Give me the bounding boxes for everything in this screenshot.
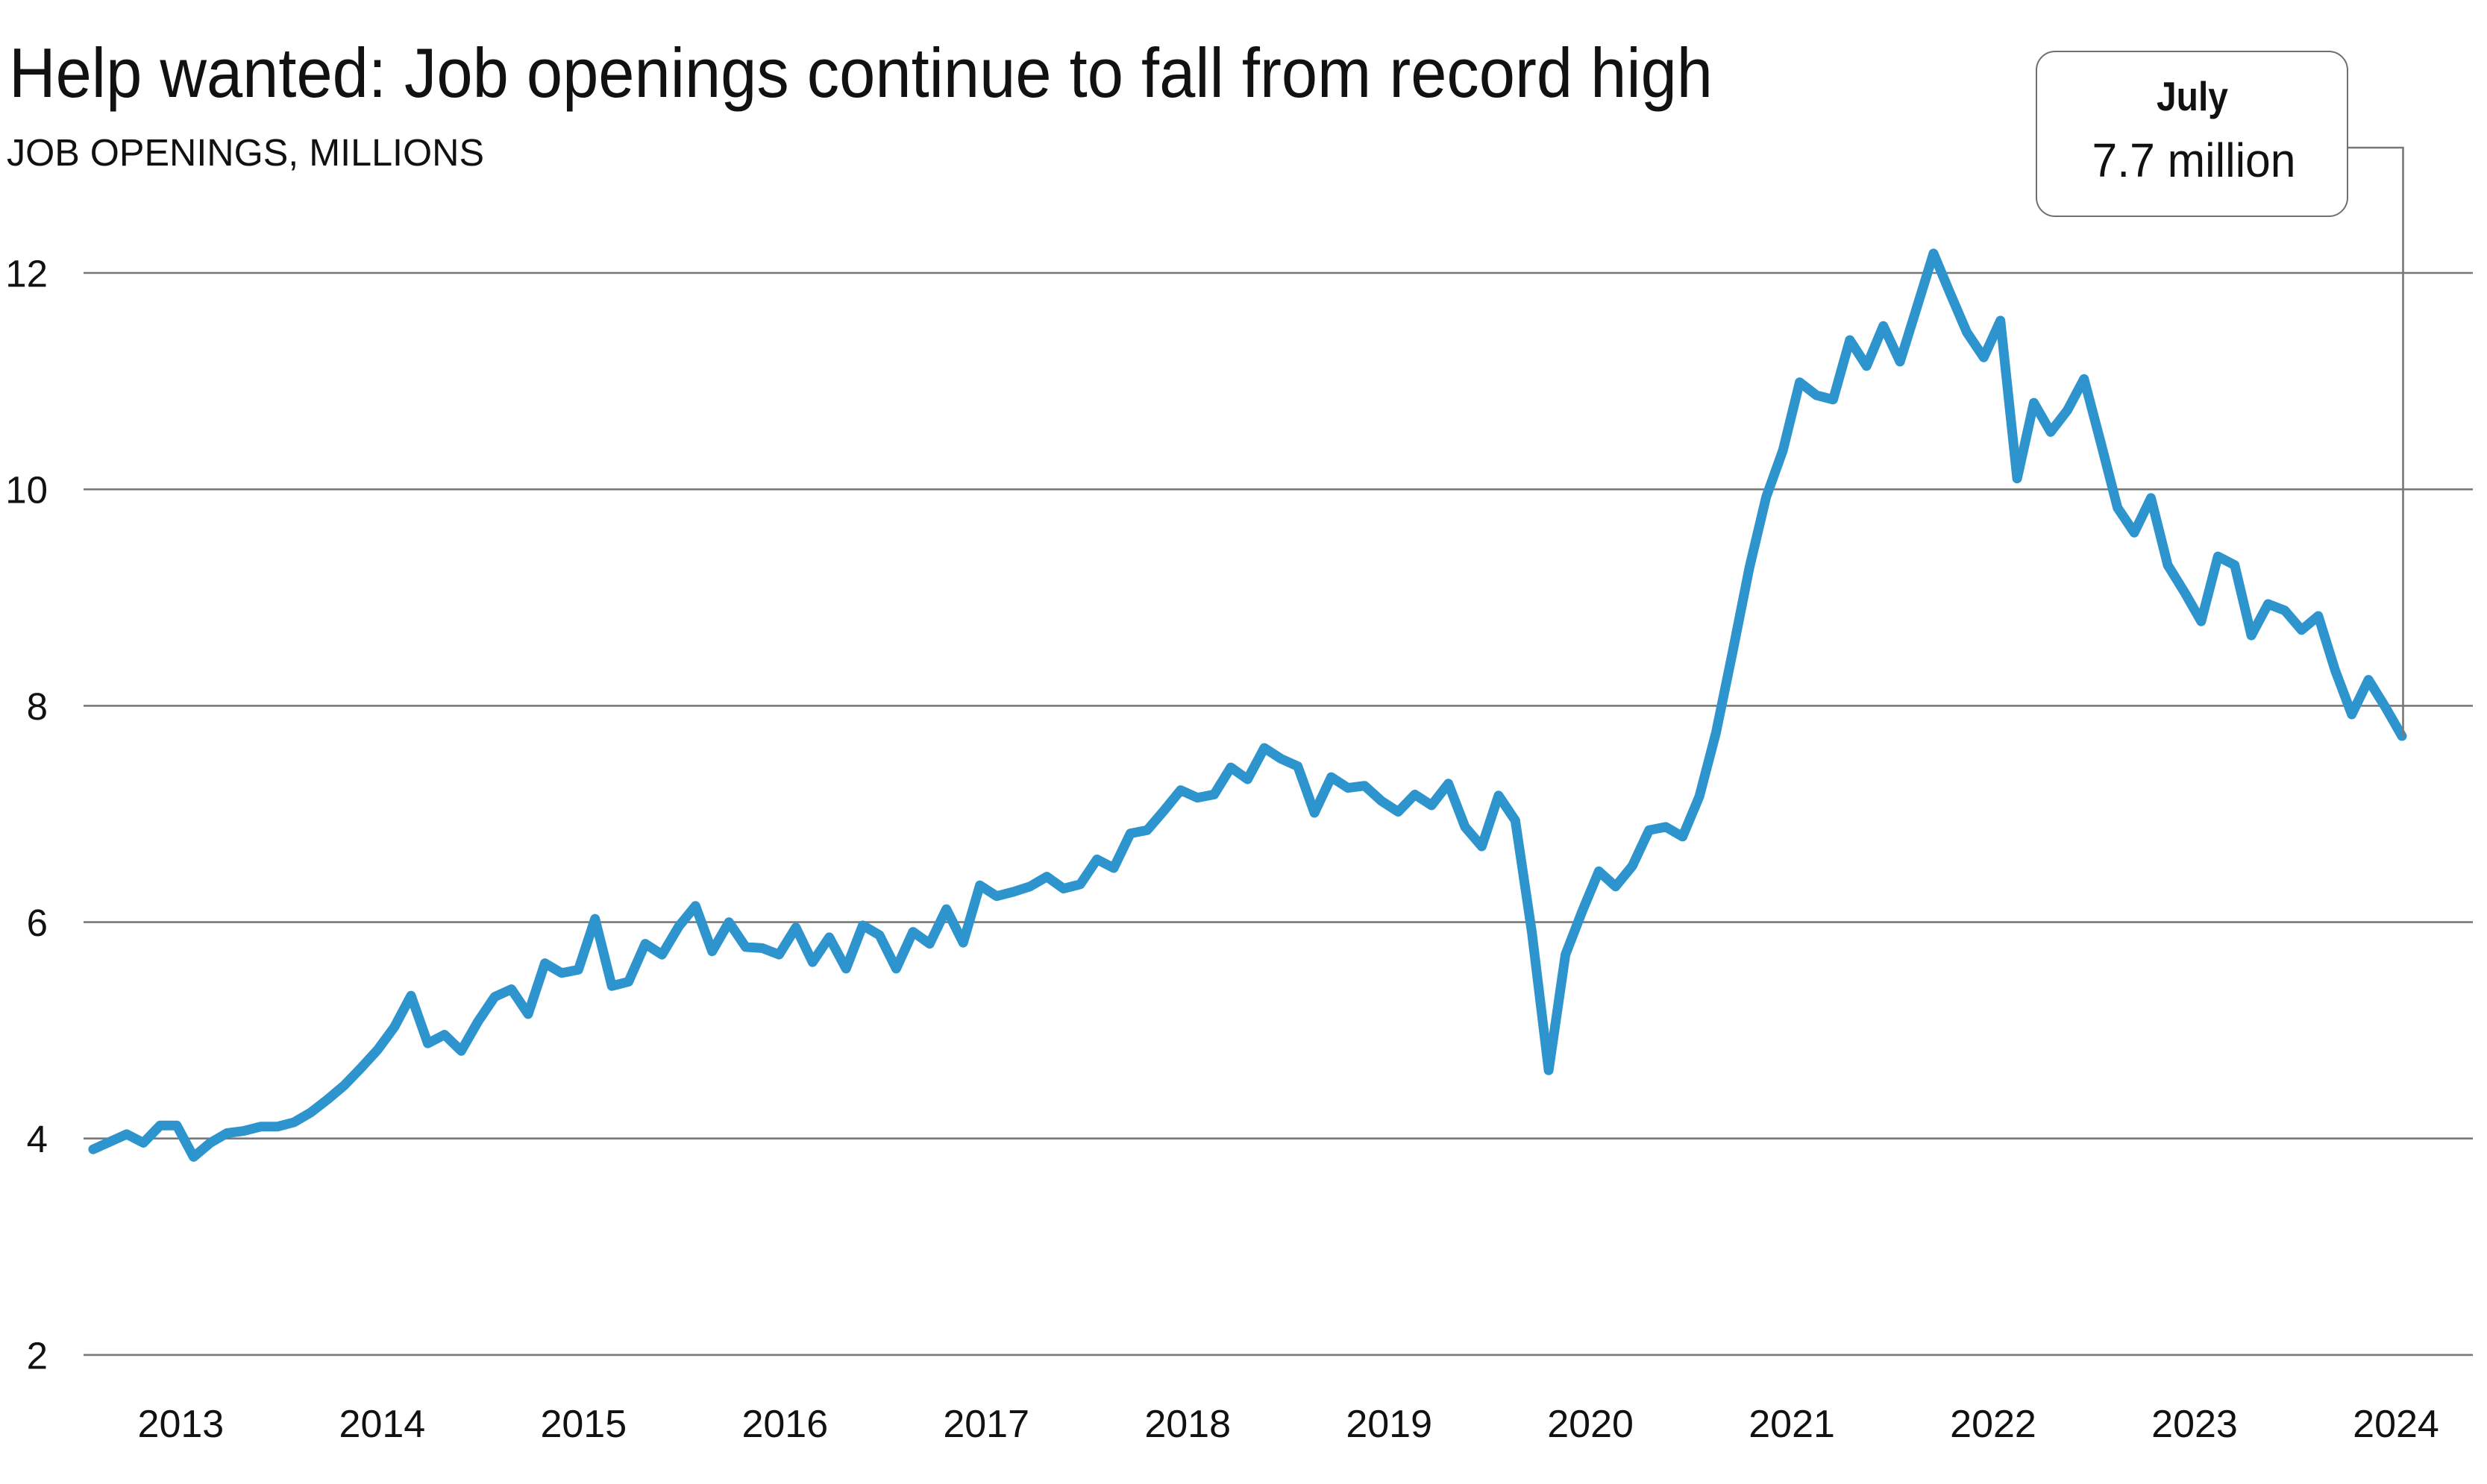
svg-text:2017: 2017 — [943, 1403, 1029, 1446]
svg-text:2016: 2016 — [741, 1403, 828, 1446]
svg-text:2015: 2015 — [540, 1403, 627, 1446]
svg-text:10: 10 — [5, 469, 48, 512]
svg-text:2022: 2022 — [1950, 1403, 2036, 1446]
svg-text:Help wanted: Job openings cont: Help wanted: Job openings continue to fa… — [9, 34, 1713, 112]
svg-text:2021: 2021 — [1749, 1403, 1835, 1446]
svg-text:July: July — [2157, 73, 2228, 119]
svg-text:2024: 2024 — [2353, 1403, 2439, 1446]
svg-text:2: 2 — [27, 1334, 48, 1377]
svg-text:8: 8 — [27, 685, 48, 728]
svg-text:2023: 2023 — [2151, 1403, 2238, 1446]
svg-text:2014: 2014 — [339, 1403, 426, 1446]
svg-text:2020: 2020 — [1547, 1403, 1634, 1446]
svg-text:4: 4 — [27, 1118, 48, 1160]
svg-text:JOB OPENINGS, MILLIONS: JOB OPENINGS, MILLIONS — [7, 131, 484, 174]
svg-text:2013: 2013 — [138, 1403, 225, 1446]
svg-text:2018: 2018 — [1144, 1403, 1231, 1446]
svg-text:6: 6 — [27, 902, 48, 944]
svg-text:2019: 2019 — [1346, 1403, 1432, 1446]
svg-text:7.7 million: 7.7 million — [2092, 133, 2296, 187]
svg-text:12: 12 — [5, 253, 48, 295]
